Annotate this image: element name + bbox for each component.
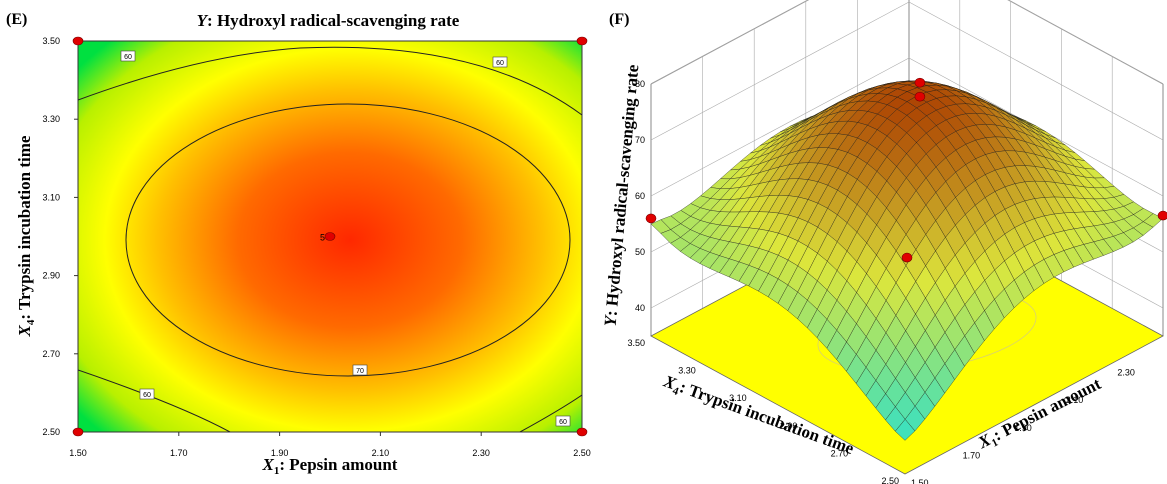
contour-center-point [324,232,336,241]
surface-x4-tick-label: 2.70 [831,448,849,458]
surface-x4-tick-label: 3.30 [678,366,696,376]
surface-design-point [914,91,926,102]
contour-line-60-bottom-left [78,369,231,432]
contour-y-tick-label: 3.50 [42,36,60,46]
contour-level-label: 60 [559,419,567,426]
contour-points: 5 [72,36,588,437]
surface-design-point [914,77,926,88]
contour-y-tick-label: 3.30 [42,114,60,124]
contour-x-tick-label: 2.30 [472,448,490,458]
surface-z-tick-label: 60 [635,191,645,201]
surface-panel: (F) 40 50 60 70 80 2.50 2.70 2.90 3.10 3.30 3.50 1.… [601,0,1167,484]
contour-line-60-bottom-right [519,394,582,432]
panel-label-e: (E) [6,11,27,28]
surface-cell [894,419,916,441]
surface-z-tick-label: 40 [635,303,645,313]
contour-level-label-box [352,364,368,376]
contour-line-60-top [78,46,582,116]
contour-y-tick-label: 2.70 [42,349,60,359]
surface-grid-line [908,1,1164,141]
contour-line-70 [125,103,571,377]
surface-box-edge [650,0,810,85]
contour-design-point [576,427,588,437]
contour-center-point-label: 5 [320,233,325,243]
surface-x1-tick-label: 2.10 [1066,395,1084,405]
contour-level-label: 60 [496,60,504,67]
surface-x1-tick-label: 2.30 [1117,368,1135,378]
contour-y-tick-label: 3.10 [42,192,60,202]
surface-z-tick-label: 70 [635,135,645,145]
contour-x-tick-label: 2.10 [372,448,390,458]
contour-level-label: 60 [143,392,151,399]
surface-x4-tick-label: 3.50 [627,338,645,348]
surface-grid-line [650,0,809,85]
surface-z-tick-label: 50 [635,247,645,257]
surface-x1-tick-label: 1.70 [963,450,981,460]
contour-x-tick-label: 2.50 [573,448,591,458]
surface-mesh [650,80,1164,441]
surface-z-tick-label: 80 [635,79,645,89]
contour-panel: (E) Y: Hydroxyl radical-scavenging rate … [6,11,591,477]
contour-x-tick-label: 1.50 [69,448,87,458]
contour-level-label-box [555,415,571,427]
surface-design-point [645,213,657,224]
surface-x1-tick-label: 1.90 [1014,423,1032,433]
contour-level-label: 70 [356,368,364,375]
contour-x-tick-label: 1.70 [170,448,188,458]
surface-grid-line [650,1,910,141]
contour-design-point [72,36,84,46]
surface-grid-line [1007,0,1164,85]
surface-x4-tick-label: 2.90 [780,421,798,431]
contour-labels: 60 60 70 60 60 [120,50,571,427]
contour-y-tick-label: 2.50 [42,427,60,437]
surface-ticks: 40 50 60 70 80 2.50 2.70 2.90 3.10 3.30 3.50 1.50 1.… [627,79,1135,484]
surface-points [645,77,1167,263]
surface-box-edge [1007,0,1164,85]
contour-level-label-box [139,388,155,400]
contour-design-point [72,427,84,437]
contour-x-tick-label: 1.90 [271,448,289,458]
surface-x1-tick-label: 1.50 [911,478,929,484]
surface-grid-line [650,57,910,197]
surface-design-point [901,252,913,263]
contour-y-axis-label: X4: Trypsin incubation time [15,135,37,337]
contour-level-label-box [492,56,508,68]
surface-x4-tick-label: 2.50 [881,476,899,484]
contour-design-point [576,36,588,46]
surface-x4-tick-label: 3.10 [729,393,747,403]
contour-level-label: 60 [124,54,132,61]
contour-x-axis-label: X1: Pepsin amount [262,455,398,477]
contour-lines [78,46,582,432]
contour-title: Y: Hydroxyl radical-scavenging rate [197,11,460,30]
contour-level-label-box [120,50,136,62]
contour-ticks: 1.50 1.70 1.90 2.10 2.30 2.50 2.50 2.70 2.90 3.10… [42,36,590,458]
contour-y-tick-label: 2.90 [42,271,60,281]
surface-design-point [1157,210,1167,221]
panel-label-f: (F) [609,11,629,28]
